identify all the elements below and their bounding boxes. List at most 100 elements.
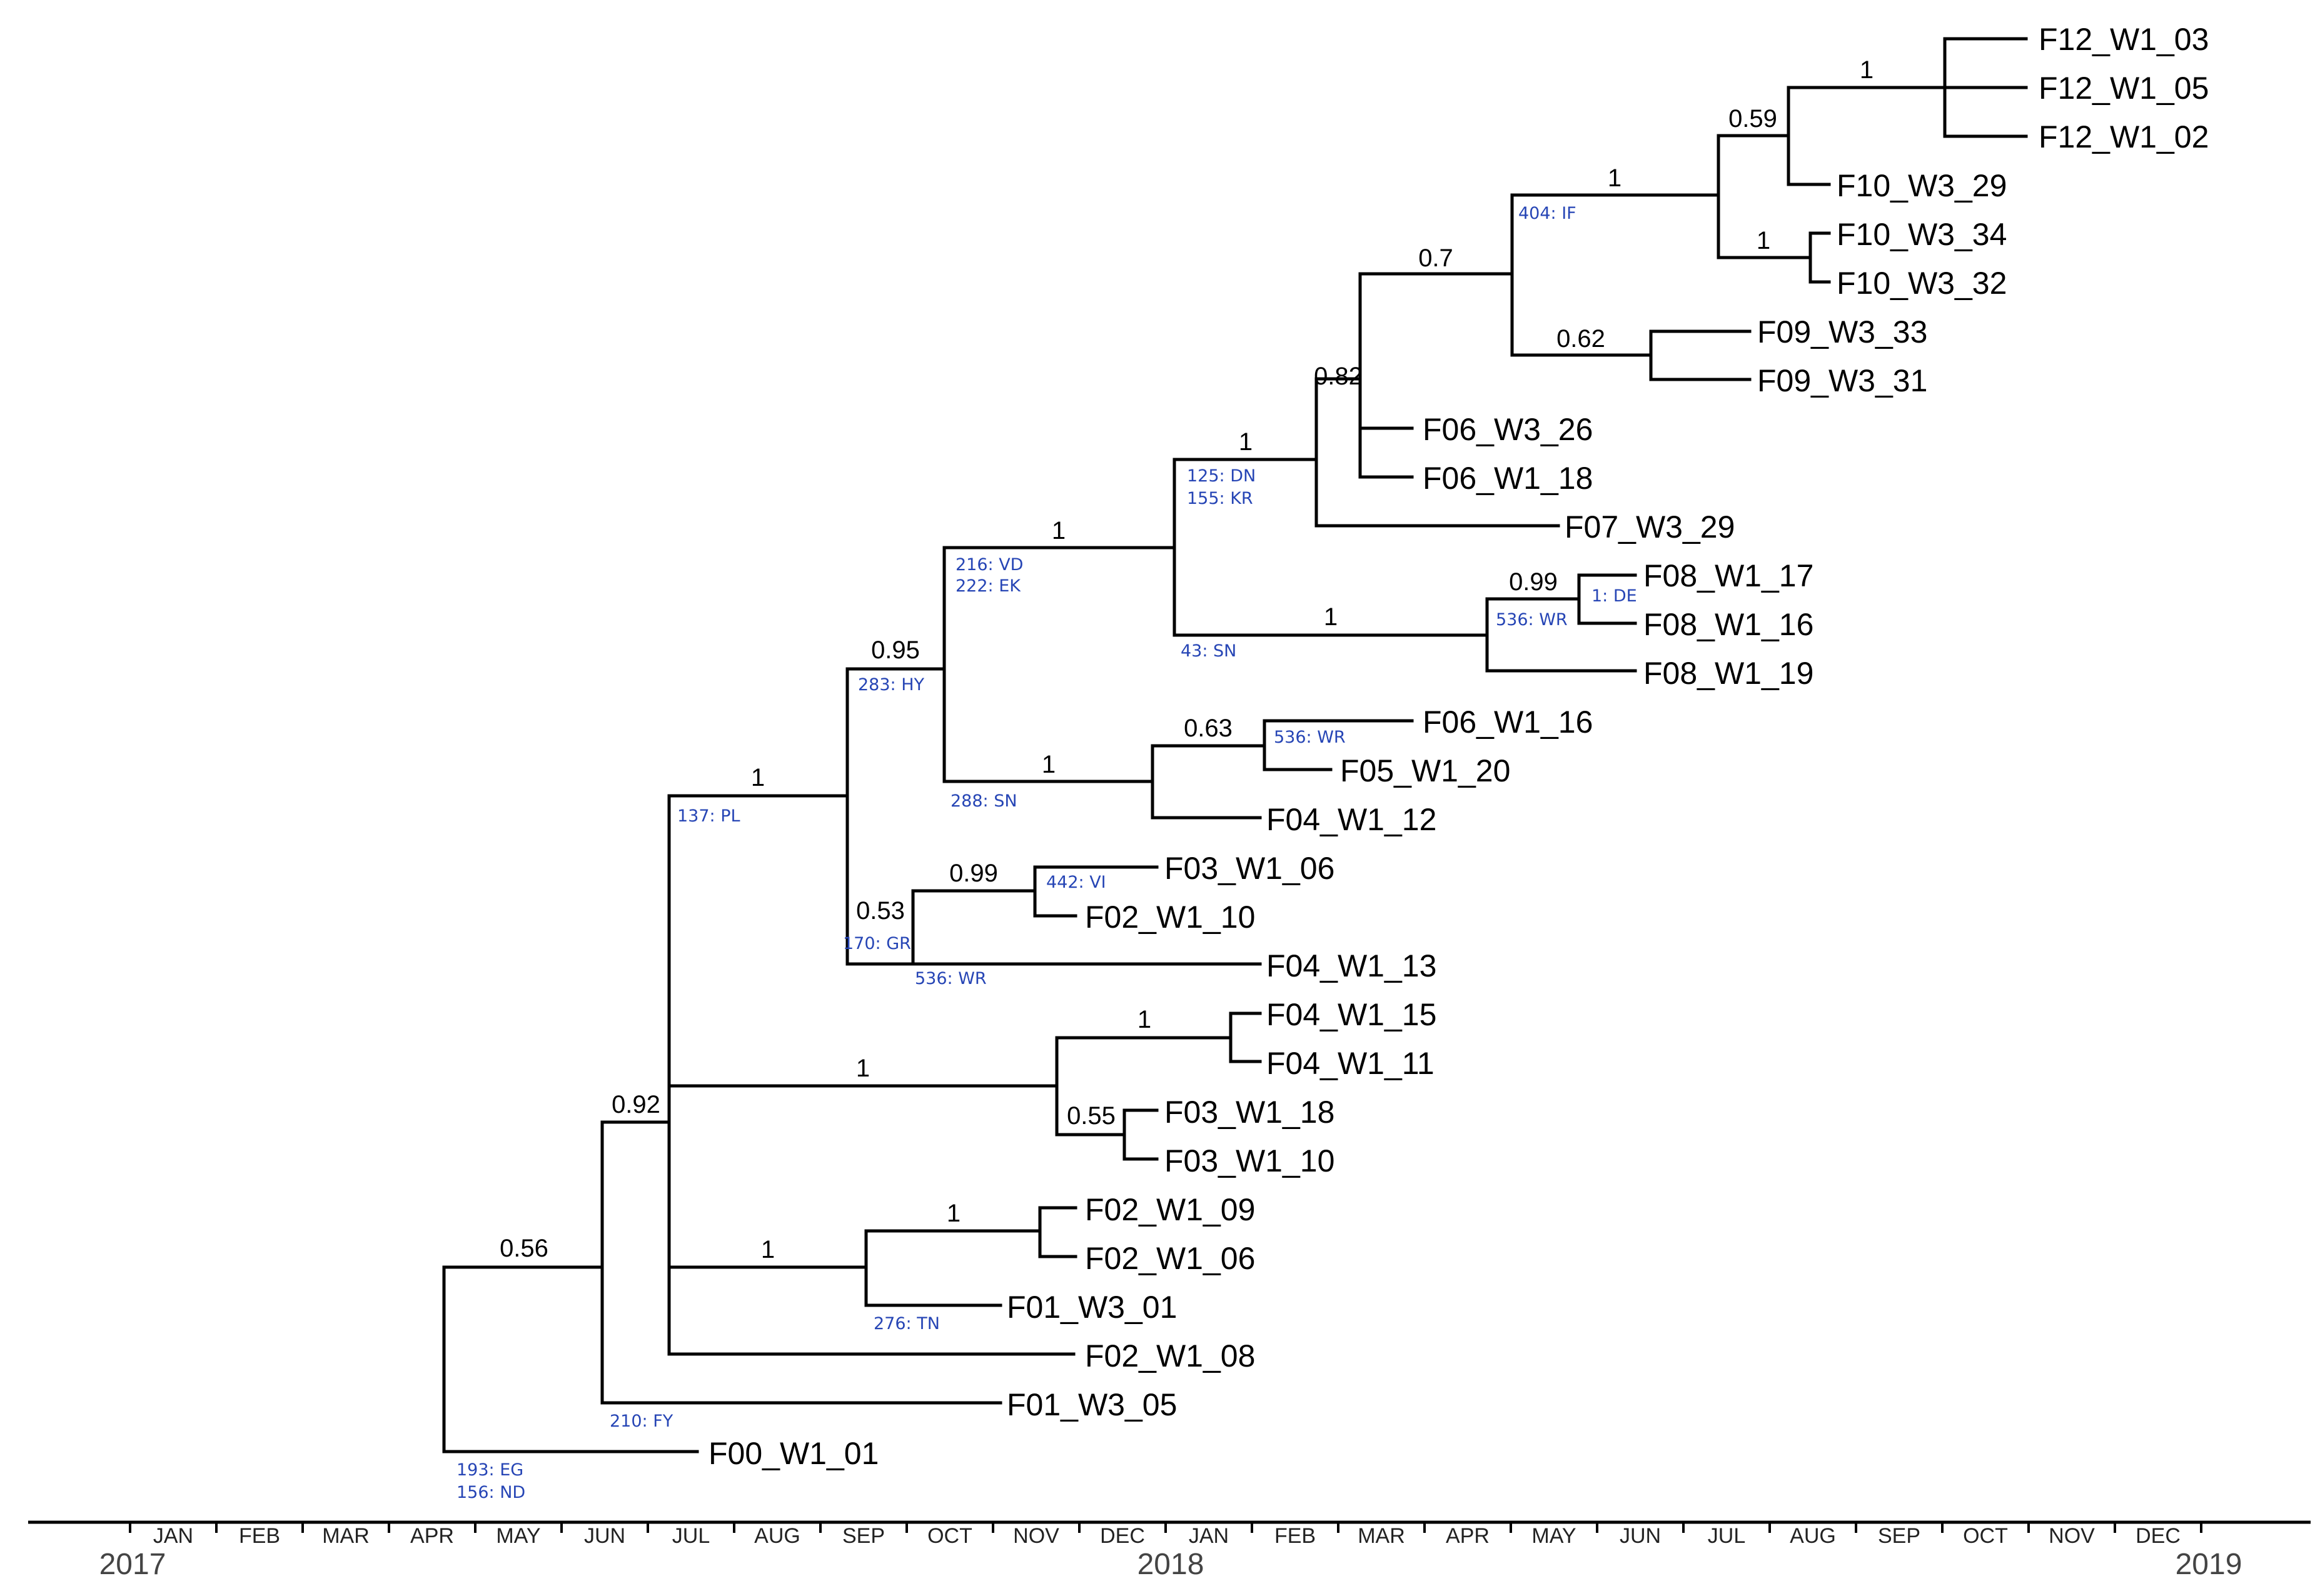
month-label: APR [1446, 1524, 1490, 1548]
tip-label: F04_W1_13 [1266, 948, 1436, 983]
tip-label: F02_W1_10 [1085, 900, 1255, 935]
tip-label: F06_W1_16 [1423, 705, 1593, 740]
mutation-label: 155: KR [1187, 489, 1253, 508]
tip-label: F09_W3_33 [1757, 314, 1927, 349]
tip-label: F03_W1_18 [1164, 1095, 1334, 1130]
branch-n170 [845, 889, 1262, 966]
tree-branches [442, 37, 2028, 1453]
tip-label: F00_W1_01 [709, 1436, 879, 1471]
support-value: 1 [1324, 603, 1338, 631]
branch-n062 [1510, 329, 1752, 381]
support-value: 0.53 [856, 897, 905, 925]
tip-labels: F12_W1_03 F12_W1_05 F12_W1_02 F10_W3_29 … [709, 22, 2209, 1471]
month-label: FEB [239, 1524, 280, 1548]
branch-n082 [1314, 272, 1414, 479]
month-label: AUG [1790, 1524, 1836, 1548]
support-value: 0.99 [1509, 568, 1558, 596]
support-value: 0.63 [1184, 715, 1233, 742]
month-label: MAY [496, 1524, 540, 1548]
mutation-label: 276: TN [874, 1314, 940, 1333]
tip-label: F12_W1_03 [2039, 22, 2209, 57]
branch-n1-f02 [864, 1206, 1077, 1258]
support-values: 1 0.59 1 1 0.7 0.62 0.82 1 1 0.99 1 0.95… [500, 56, 1874, 1263]
tip-label: F03_W1_06 [1164, 851, 1334, 886]
tip-label: F07_W3_29 [1565, 509, 1735, 545]
tip-label: F04_W1_12 [1266, 802, 1436, 837]
tip-label: F09_W3_31 [1757, 363, 1927, 398]
mutation-label: 43: SN [1181, 641, 1236, 661]
month-label: MAR [1358, 1524, 1405, 1548]
month-label: DEC [1100, 1524, 1145, 1548]
support-value: 0.62 [1556, 325, 1605, 353]
support-value: 1 [1860, 56, 1874, 84]
month-label: JUN [584, 1524, 625, 1548]
mutation-labels: 404: IF 125: DN 155: KR 216: VD 222: EK … [456, 204, 1637, 1502]
support-value: 0.7 [1418, 244, 1453, 272]
branch-n1-f04 [1055, 1011, 1262, 1063]
month-label: OCT [1963, 1524, 2008, 1548]
mutation-label: 404: IF [1518, 204, 1576, 223]
tip-label: F08_W1_19 [1643, 656, 1813, 691]
branch-n055 [1055, 1108, 1159, 1161]
mutation-label: 536: WR [915, 969, 987, 988]
branch-n125 [1173, 377, 1560, 528]
tip-label: F06_W3_26 [1423, 412, 1593, 447]
branch-n092 [442, 1120, 1002, 1405]
branch-n276 [667, 1229, 1002, 1307]
support-value: 1 [1137, 1006, 1151, 1033]
tip-label: F04_W1_15 [1266, 997, 1436, 1032]
support-value: 0.55 [1067, 1102, 1116, 1130]
tip-label: F10_W3_34 [1837, 217, 2007, 252]
year-label: 2018 [1137, 1548, 1204, 1581]
branch-n283 [845, 546, 946, 783]
support-value: 1 [1608, 164, 1621, 192]
support-value: 0.59 [1728, 105, 1777, 133]
month-label: APR [410, 1524, 454, 1548]
month-label: JUN [1620, 1524, 1661, 1548]
mutation-label: 137: PL [677, 806, 740, 826]
month-label: OCT [927, 1524, 972, 1548]
support-value: 1 [856, 1055, 870, 1082]
mutation-label: 536: WR [1496, 610, 1568, 630]
mutation-label: 288: SN [951, 791, 1017, 811]
branch-n288 [942, 744, 1262, 820]
year-label: 2017 [99, 1548, 166, 1581]
mutation-label: 170: GR [843, 934, 911, 953]
month-label: JAN [1189, 1524, 1229, 1548]
mutation-label: 1: DE [1591, 586, 1637, 606]
branch-n099b [911, 865, 1159, 918]
support-value: 0.56 [500, 1235, 548, 1262]
support-value: 0.92 [612, 1091, 660, 1118]
tip-label: F08_W1_17 [1643, 558, 1813, 593]
branch-n07 [1358, 193, 1514, 357]
month-label: JUL [672, 1524, 710, 1548]
branch-n137 [667, 667, 849, 966]
support-value: 1 [1757, 227, 1770, 254]
tip-label: F12_W1_02 [2039, 119, 2209, 154]
time-axis: JAN FEB MAR APR MAY JUN JUL AUG SEP OCT … [28, 1520, 2311, 1581]
tip-label: F08_W1_16 [1643, 607, 1813, 642]
tip-label: F02_W1_09 [1085, 1192, 1255, 1227]
month-label: MAR [322, 1524, 370, 1548]
support-value: 1 [751, 764, 765, 791]
branch-n059 [1717, 86, 1831, 186]
tip-label: F10_W3_29 [1837, 168, 2007, 203]
mutation-label: 283: HY [858, 675, 925, 695]
support-value: 1 [761, 1236, 775, 1263]
tip-label: F12_W1_05 [2039, 71, 2209, 106]
branch-n1-f10 [1717, 231, 1831, 284]
support-value: 0.99 [949, 860, 998, 887]
month-label: NOV [1013, 1524, 1059, 1548]
month-label: SEP [1878, 1524, 1920, 1548]
year-label: 2019 [2176, 1548, 2242, 1581]
support-value: 1 [1239, 428, 1253, 456]
branch-n1a [600, 794, 1076, 1356]
support-value: 1 [1052, 517, 1066, 545]
branch-n216 [942, 458, 1176, 637]
month-label: AUG [754, 1524, 800, 1548]
month-label: FEB [1274, 1524, 1316, 1548]
branch-n1b [667, 1036, 1059, 1137]
tip-label: F04_W1_11 [1266, 1046, 1435, 1081]
mutation-label: 193: EG [456, 1460, 523, 1480]
